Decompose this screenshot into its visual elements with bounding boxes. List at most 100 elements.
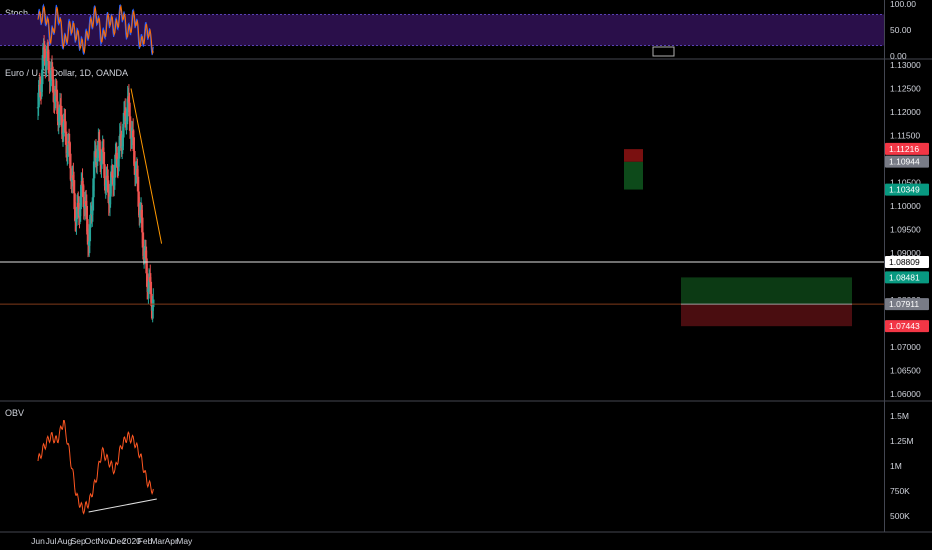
candle-body (122, 112, 126, 124)
candle-body (67, 141, 70, 147)
price-badge-label: 1.08481 (889, 272, 920, 282)
price-badge: 1.08481 (885, 271, 929, 284)
candle-body (78, 209, 82, 217)
candle (99, 139, 102, 173)
candle (82, 184, 85, 220)
candle-body (108, 196, 112, 205)
candle (89, 202, 92, 233)
candle (142, 246, 146, 269)
time-tick-label: 2020 (122, 536, 141, 546)
candle-body (129, 130, 132, 139)
candle-body (83, 203, 87, 209)
price-badge-bg (885, 320, 929, 333)
time-tick-label: Oct (85, 536, 99, 546)
price-badge: 1.11216 (885, 142, 929, 155)
candle (45, 42, 49, 70)
price-badge: 1.07911 (885, 298, 929, 311)
candle-body (98, 141, 101, 151)
candle (74, 202, 77, 232)
candle (49, 61, 53, 92)
stoch-tick-label: 50.00 (890, 25, 912, 35)
candle-body (125, 112, 129, 122)
candle-body (56, 101, 59, 115)
candle (139, 202, 142, 223)
obv-trendline (88, 498, 157, 513)
candle-body (104, 185, 107, 187)
candle (107, 181, 110, 216)
price-tick-label: 1.07000 (890, 342, 921, 352)
candle (62, 113, 65, 142)
candle-body (74, 209, 77, 221)
candle (97, 128, 100, 162)
candle (86, 222, 90, 258)
candle (120, 130, 123, 157)
time-tick-label: Nov (97, 536, 113, 546)
candle-body (91, 210, 94, 215)
candle-body (95, 157, 99, 163)
candle-body (132, 137, 135, 151)
price-badge-bg (885, 255, 929, 268)
candle (80, 172, 83, 206)
candle (44, 44, 47, 79)
candle-body (151, 307, 154, 311)
candle (116, 146, 119, 178)
candle (138, 202, 142, 228)
candle (109, 165, 113, 194)
candle-body (131, 130, 135, 138)
candle-body (99, 150, 102, 161)
candle (150, 281, 153, 319)
candle-body (63, 119, 67, 122)
candle-body (39, 86, 42, 92)
candle-body (126, 98, 129, 113)
candle-body (59, 105, 63, 115)
candle (54, 78, 57, 109)
price-tick-label: 1.09000 (890, 248, 921, 258)
price-badge-label: 1.10944 (889, 157, 920, 167)
candle-body (114, 154, 117, 165)
candle-body (124, 110, 127, 116)
candle-body (139, 210, 142, 216)
candle-body (61, 132, 65, 135)
candle (58, 92, 62, 125)
candle-body (138, 206, 141, 216)
candle-body (50, 67, 53, 74)
candle-body (93, 152, 96, 162)
candle-body (60, 114, 63, 127)
obv-label: OBV (5, 408, 25, 418)
candle-body (66, 146, 70, 154)
candle (56, 104, 60, 132)
candle-body (80, 184, 83, 197)
stoch-label: Stoch (5, 8, 29, 18)
candle (143, 239, 146, 265)
candle-body (88, 224, 92, 242)
stoch-highlight-box (652, 46, 675, 57)
prior-target-zone (624, 161, 643, 190)
obv-tick-label: 500K (890, 511, 910, 521)
candle-body (42, 47, 46, 49)
candle-body (94, 151, 98, 158)
candle-body (102, 147, 105, 152)
candle (38, 76, 41, 105)
candle-body (52, 92, 56, 102)
candle-body (81, 181, 84, 186)
candle-body (109, 173, 113, 184)
candle-body (97, 140, 101, 142)
candle-body (69, 168, 73, 180)
candle-body (128, 102, 131, 117)
candle-body (40, 84, 43, 92)
candle-body (149, 282, 153, 294)
candle-body (107, 192, 110, 204)
time-tick-label: Apr (165, 536, 178, 546)
candle-body (100, 151, 104, 161)
price-tick-label: 1.10500 (890, 178, 921, 188)
candle-body (62, 124, 65, 133)
candle (38, 72, 42, 98)
candle-body (86, 234, 90, 245)
candle-body (124, 115, 128, 122)
candle (75, 194, 79, 226)
candle (103, 165, 107, 194)
candle-body (65, 144, 68, 154)
candle (118, 123, 121, 154)
candle (61, 114, 64, 143)
